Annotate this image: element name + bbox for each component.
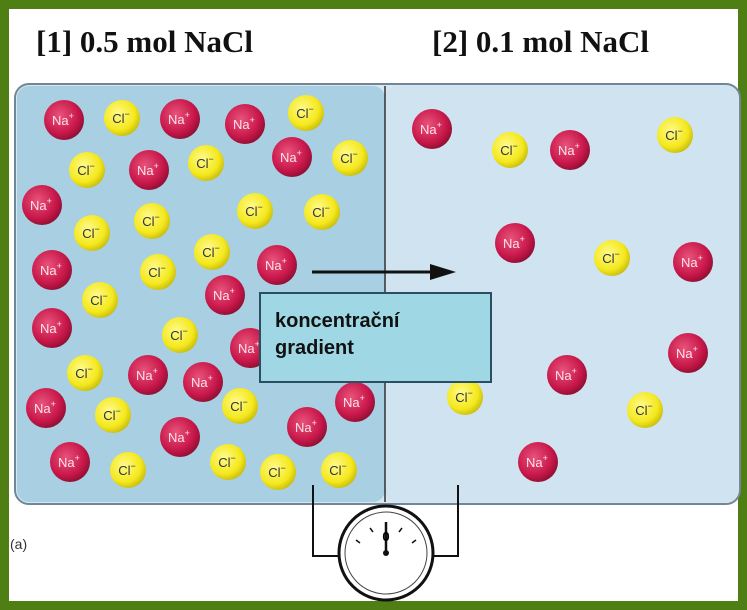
- chloride-ion: Cl−: [134, 203, 170, 239]
- chloride-ion: Cl−: [110, 452, 146, 488]
- chloride-ion: Cl−: [260, 454, 296, 490]
- chloride-ion: Cl−: [69, 152, 105, 188]
- sodium-ion: Na+: [495, 223, 535, 263]
- chloride-ion: Cl−: [74, 215, 110, 251]
- sodium-ion-label: Na+: [168, 428, 190, 445]
- chloride-ion: Cl−: [140, 254, 176, 290]
- sodium-ion-label: Na+: [137, 161, 159, 178]
- chloride-ion: Cl−: [237, 193, 273, 229]
- panel-tag: (a): [10, 536, 28, 552]
- concentration-gradient-box: koncentrační gradient: [259, 292, 492, 383]
- sodium-ion: Na+: [128, 355, 168, 395]
- chloride-ion: Cl−: [288, 95, 324, 131]
- sodium-ion-label: Na+: [420, 120, 442, 137]
- sodium-ion: Na+: [257, 245, 297, 285]
- sodium-ion-label: Na+: [40, 319, 62, 336]
- sodium-ion: Na+: [129, 150, 169, 190]
- sodium-ion: Na+: [550, 130, 590, 170]
- sodium-ion-label: Na+: [265, 256, 287, 273]
- sodium-ion: Na+: [412, 109, 452, 149]
- sodium-ion-label: Na+: [52, 111, 74, 128]
- sodium-ion-label: Na+: [168, 110, 190, 127]
- gradient-label-line1: koncentrační: [275, 310, 400, 332]
- sodium-ion: Na+: [335, 382, 375, 422]
- electrode-circuit: [312, 485, 459, 557]
- sodium-ion-label: Na+: [681, 253, 703, 270]
- ions-layer: Na+ Cl− Na+Na+ Cl−Cl− Na+ Cl− Na+ Cl−Na+Cl− Cl− C…: [22, 95, 713, 490]
- sodium-ion-label: Na+: [34, 399, 56, 416]
- sodium-ion: Na+: [44, 100, 84, 140]
- sodium-ion-label: Na+: [30, 196, 52, 213]
- sodium-ion: Na+: [668, 333, 708, 373]
- sodium-ion-label: Na+: [58, 453, 80, 470]
- sodium-ion-label: Na+: [503, 234, 525, 251]
- sodium-ion: Na+: [287, 407, 327, 447]
- sodium-ion: Na+: [26, 388, 66, 428]
- right-arrow-icon: [312, 264, 456, 280]
- chloride-ion: Cl−: [492, 132, 528, 168]
- chloride-ion: Cl−: [304, 194, 340, 230]
- sodium-ion: Na+: [673, 242, 713, 282]
- chloride-ion: Cl−: [210, 444, 246, 480]
- sodium-ion-label: Na+: [136, 366, 158, 383]
- sodium-ion-label: Na+: [233, 115, 255, 132]
- chloride-ion: Cl−: [222, 388, 258, 424]
- gradient-label-line2: gradient: [275, 337, 354, 359]
- sodium-ion-label: Na+: [558, 141, 580, 158]
- chloride-ion: Cl−: [95, 397, 131, 433]
- sodium-ion-label: Na+: [526, 453, 548, 470]
- meter-zero-label: 0: [382, 529, 389, 544]
- voltmeter-icon: 0: [337, 504, 435, 602]
- sodium-ion: Na+: [183, 362, 223, 402]
- chloride-ion: Cl−: [82, 282, 118, 318]
- sodium-ion-label: Na+: [295, 418, 317, 435]
- sodium-ion-label: Na+: [213, 286, 235, 303]
- sodium-ion: Na+: [32, 250, 72, 290]
- sodium-ion-label: Na+: [343, 393, 365, 410]
- sodium-ion: Na+: [32, 308, 72, 348]
- sodium-ion: Na+: [160, 99, 200, 139]
- chloride-ion: Cl−: [162, 317, 198, 353]
- sodium-ion: Na+: [547, 355, 587, 395]
- sodium-ion: Na+: [22, 185, 62, 225]
- chloride-ion: Cl−: [67, 355, 103, 391]
- chloride-ion: Cl−: [104, 100, 140, 136]
- chloride-ion: Cl−: [594, 240, 630, 276]
- sodium-ion: Na+: [50, 442, 90, 482]
- sodium-ion-label: Na+: [40, 261, 62, 278]
- sodium-ion: Na+: [205, 275, 245, 315]
- sodium-ion-label: Na+: [191, 373, 213, 390]
- sodium-ion-label: Na+: [280, 148, 302, 165]
- sodium-ion-label: Na+: [238, 339, 260, 356]
- sodium-ion-label: Na+: [676, 344, 698, 361]
- chloride-ion: Cl−: [321, 452, 357, 488]
- chloride-ion: Cl−: [194, 234, 230, 270]
- left-compartment-title: [1] 0.5 mol NaCl: [36, 24, 253, 59]
- chloride-ion: Cl−: [657, 117, 693, 153]
- chloride-ion: Cl−: [188, 145, 224, 181]
- sodium-ion: Na+: [160, 417, 200, 457]
- chloride-ion: Cl−: [447, 379, 483, 415]
- sodium-ion: Na+: [518, 442, 558, 482]
- sodium-ion-label: Na+: [555, 366, 577, 383]
- sodium-ion: Na+: [225, 104, 265, 144]
- sodium-ion: Na+: [272, 137, 312, 177]
- chloride-ion: Cl−: [332, 140, 368, 176]
- chloride-ion: Cl−: [627, 392, 663, 428]
- right-compartment-title: [2] 0.1 mol NaCl: [432, 24, 649, 59]
